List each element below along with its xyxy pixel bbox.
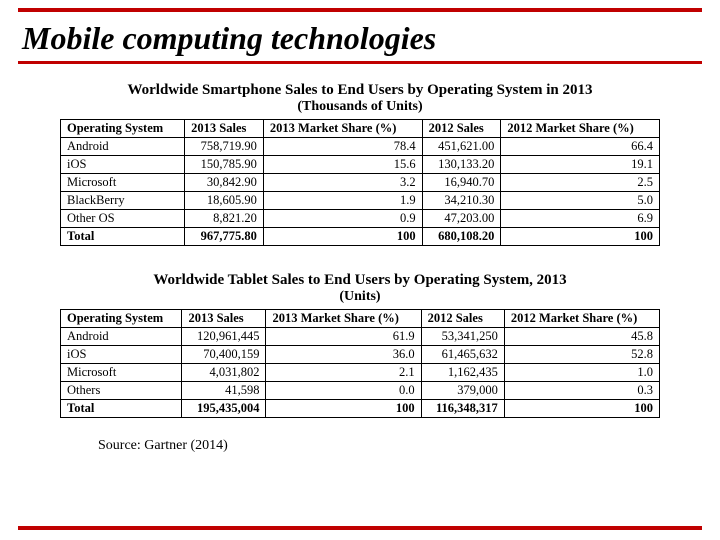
- table-cell: 8,821.20: [185, 210, 264, 228]
- table-cell: 78.4: [263, 138, 422, 156]
- table-cell: 3.2: [263, 174, 422, 192]
- table-header-row: Operating System 2013 Sales 2013 Market …: [61, 120, 660, 138]
- col-2013-share: 2013 Market Share (%): [263, 120, 422, 138]
- table-cell: 19.1: [501, 156, 660, 174]
- table-row: Other OS8,821.200.947,203.006.9: [61, 210, 660, 228]
- table-cell: 4,031,802: [182, 364, 266, 382]
- table-cell: Others: [61, 382, 182, 400]
- table-cell: 6.9: [501, 210, 660, 228]
- table-cell: 15.6: [263, 156, 422, 174]
- table-cell: 100: [501, 228, 660, 246]
- col-2013-sales: 2013 Sales: [185, 120, 264, 138]
- table-row: Microsoft4,031,8022.11,162,4351.0: [61, 364, 660, 382]
- table-row: Total195,435,004100116,348,317100: [61, 400, 660, 418]
- table-row: Others41,5980.0379,0000.3: [61, 382, 660, 400]
- table-cell: Total: [61, 400, 182, 418]
- table-cell: 61,465,632: [421, 346, 504, 364]
- table-cell: 18,605.90: [185, 192, 264, 210]
- table-row: Total967,775.80100680,108.20100: [61, 228, 660, 246]
- table-cell: 0.0: [266, 382, 421, 400]
- table-cell: Microsoft: [61, 364, 182, 382]
- col-2012-sales: 2012 Sales: [422, 120, 501, 138]
- table-cell: 0.9: [263, 210, 422, 228]
- table-cell: 52.8: [504, 346, 659, 364]
- table-cell: 451,621.00: [422, 138, 501, 156]
- table-cell: 1,162,435: [421, 364, 504, 382]
- col-2012-share: 2012 Market Share (%): [501, 120, 660, 138]
- table-cell: Total: [61, 228, 185, 246]
- table-cell: iOS: [61, 346, 182, 364]
- table-cell: 100: [504, 400, 659, 418]
- table-row: Android120,961,44561.953,341,25045.8: [61, 328, 660, 346]
- smartphone-sub: (Thousands of Units): [18, 99, 702, 115]
- table-cell: 967,775.80: [185, 228, 264, 246]
- table-cell: 34,210.30: [422, 192, 501, 210]
- table-cell: 47,203.00: [422, 210, 501, 228]
- col-os: Operating System: [61, 310, 182, 328]
- table-row: iOS70,400,15936.061,465,63252.8: [61, 346, 660, 364]
- table-cell: 680,108.20: [422, 228, 501, 246]
- source-citation: Source: Gartner (2014): [98, 438, 702, 454]
- col-os: Operating System: [61, 120, 185, 138]
- table-cell: 0.3: [504, 382, 659, 400]
- table-cell: 70,400,159: [182, 346, 266, 364]
- table-cell: 45.8: [504, 328, 659, 346]
- table-row: BlackBerry18,605.901.934,210.305.0: [61, 192, 660, 210]
- table-header-row: Operating System 2013 Sales 2013 Market …: [61, 310, 660, 328]
- table-row: Android758,719.9078.4451,621.0066.4: [61, 138, 660, 156]
- table-cell: 5.0: [501, 192, 660, 210]
- table-cell: Microsoft: [61, 174, 185, 192]
- table-cell: 16,940.70: [422, 174, 501, 192]
- table-cell: Other OS: [61, 210, 185, 228]
- table-cell: 53,341,250: [421, 328, 504, 346]
- table-cell: Android: [61, 328, 182, 346]
- smartphone-table: Operating System 2013 Sales 2013 Market …: [60, 119, 660, 246]
- table-cell: 2.5: [501, 174, 660, 192]
- table-row: iOS150,785.9015.6130,133.2019.1: [61, 156, 660, 174]
- col-2013-share: 2013 Market Share (%): [266, 310, 421, 328]
- table-row: Microsoft30,842.903.216,940.702.5: [61, 174, 660, 192]
- smartphone-heading: Worldwide Smartphone Sales to End Users …: [18, 82, 702, 99]
- top-rule: [18, 8, 702, 12]
- table-cell: 100: [266, 400, 421, 418]
- table-cell: 41,598: [182, 382, 266, 400]
- table-cell: 36.0: [266, 346, 421, 364]
- table-cell: 100: [263, 228, 422, 246]
- tablet-heading: Worldwide Tablet Sales to End Users by O…: [18, 272, 702, 289]
- table-cell: Android: [61, 138, 185, 156]
- page-title: Mobile computing technologies: [18, 14, 702, 64]
- table-cell: 1.9: [263, 192, 422, 210]
- bottom-rule: [18, 526, 702, 530]
- table-cell: 120,961,445: [182, 328, 266, 346]
- table-cell: 2.1: [266, 364, 421, 382]
- slide: Mobile computing technologies Worldwide …: [0, 0, 720, 540]
- col-2012-share: 2012 Market Share (%): [504, 310, 659, 328]
- table-cell: 116,348,317: [421, 400, 504, 418]
- table-cell: BlackBerry: [61, 192, 185, 210]
- table-cell: 379,000: [421, 382, 504, 400]
- col-2013-sales: 2013 Sales: [182, 310, 266, 328]
- table-cell: 758,719.90: [185, 138, 264, 156]
- tablet-table: Operating System 2013 Sales 2013 Market …: [60, 309, 660, 418]
- table-cell: 61.9: [266, 328, 421, 346]
- table-cell: 30,842.90: [185, 174, 264, 192]
- table-cell: 130,133.20: [422, 156, 501, 174]
- table-cell: 1.0: [504, 364, 659, 382]
- col-2012-sales: 2012 Sales: [421, 310, 504, 328]
- table-cell: 66.4: [501, 138, 660, 156]
- table-cell: 195,435,004: [182, 400, 266, 418]
- table-cell: iOS: [61, 156, 185, 174]
- tablet-sub: (Units): [18, 289, 702, 305]
- table-cell: 150,785.90: [185, 156, 264, 174]
